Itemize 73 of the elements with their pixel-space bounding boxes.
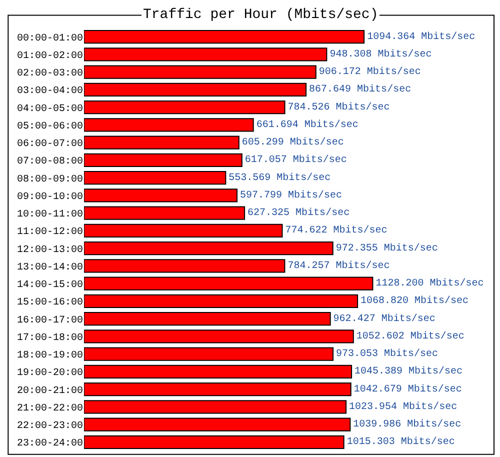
- y-tick-label: 23:00-24:00: [16, 438, 83, 450]
- data-label: 597.799 Mbits/sec: [240, 189, 342, 202]
- bar: [84, 65, 316, 79]
- data-label: 1039.986 Mbits/sec: [353, 418, 462, 431]
- y-tick-label: 13:00-14:00: [16, 262, 83, 274]
- bar: [84, 382, 352, 396]
- y-tick-label: 18:00-19:00: [16, 350, 83, 362]
- y-tick-label: 15:00-16:00: [16, 298, 83, 309]
- bar: [84, 30, 365, 44]
- data-label: 1042.679 Mbits/sec: [354, 383, 462, 396]
- y-tick-label: 19:00-20:00: [16, 368, 83, 380]
- y-tick-label: 01:00-02:00: [16, 50, 83, 62]
- y-tick-label: 16:00-17:00: [16, 315, 83, 326]
- bar: [84, 153, 242, 168]
- y-tick-label: 22:00-23:00: [16, 421, 83, 432]
- chart-title: Traffic per Hour (Mbits/sec): [143, 7, 378, 23]
- data-label: 948.308 Mbits/sec: [330, 48, 432, 60]
- data-label: 1045.389 Mbits/sec: [354, 366, 463, 378]
- y-tick-label: 04:00-05:00: [16, 104, 83, 115]
- y-tick-label: 03:00-04:00: [16, 86, 83, 98]
- y-tick-label: 12:00-13:00: [16, 244, 83, 256]
- data-label: 553.569 Mbits/sec: [228, 172, 331, 184]
- bar: [84, 118, 254, 132]
- bar: [84, 435, 344, 450]
- bar: [84, 48, 328, 62]
- bar: [84, 312, 331, 326]
- bar: [84, 100, 286, 114]
- y-tick-label: 11:00-12:00: [16, 227, 83, 238]
- y-tick-label: 02:00-03:00: [16, 68, 83, 80]
- data-label: 774.622 Mbits/sec: [285, 224, 388, 237]
- data-label: 605.299 Mbits/sec: [242, 136, 344, 149]
- y-tick-label: 21:00-22:00: [16, 403, 83, 414]
- bar: [84, 400, 347, 414]
- data-label: 1015.303 Mbits/sec: [346, 436, 455, 448]
- y-tick-label: 14:00-15:00: [16, 280, 83, 292]
- data-label: 1068.820 Mbits/sec: [360, 295, 469, 308]
- bar: [84, 241, 334, 256]
- data-label: 906.172 Mbits/sec: [318, 66, 421, 78]
- data-label: 1094.364 Mbits/sec: [367, 30, 476, 43]
- bar: [84, 364, 352, 379]
- data-label: 627.325 Mbits/sec: [248, 207, 350, 220]
- data-label: 1023.954 Mbits/sec: [349, 400, 458, 413]
- y-tick-label: 10:00-11:00: [16, 210, 83, 221]
- bar: [84, 136, 240, 150]
- y-tick-label: 06:00-07:00: [16, 139, 83, 150]
- bar: [84, 330, 354, 344]
- bar: [84, 418, 351, 432]
- y-tick-label: 20:00-21:00: [16, 386, 83, 397]
- data-label: 973.053 Mbits/sec: [336, 348, 438, 360]
- bar: [84, 259, 286, 273]
- y-tick-label: 00:00-01:00: [16, 33, 83, 44]
- bar: [84, 82, 307, 97]
- y-tick-label: 09:00-10:00: [16, 192, 83, 203]
- data-label: 617.057 Mbits/sec: [244, 154, 347, 166]
- bar: [84, 294, 358, 308]
- bar: [84, 188, 238, 202]
- bar: [84, 170, 226, 185]
- bar: [84, 276, 374, 290]
- data-label: 784.526 Mbits/sec: [288, 101, 390, 114]
- y-tick-label: 07:00-08:00: [16, 156, 83, 168]
- data-label: 661.694 Mbits/sec: [256, 118, 358, 131]
- data-label: 1052.602 Mbits/sec: [356, 330, 464, 342]
- bar: [84, 224, 283, 238]
- data-label: 1128.200 Mbits/sec: [376, 278, 484, 290]
- y-tick-label: 05:00-06:00: [16, 121, 83, 132]
- data-label: 962.427 Mbits/sec: [333, 312, 436, 325]
- data-label: 784.257 Mbits/sec: [288, 260, 390, 272]
- bar: [84, 347, 334, 361]
- y-tick-label: 08:00-09:00: [16, 174, 83, 186]
- data-label: 972.355 Mbits/sec: [336, 242, 438, 254]
- data-label: 867.649 Mbits/sec: [309, 84, 412, 96]
- bar: [84, 206, 246, 220]
- y-tick-label: 17:00-18:00: [16, 332, 83, 344]
